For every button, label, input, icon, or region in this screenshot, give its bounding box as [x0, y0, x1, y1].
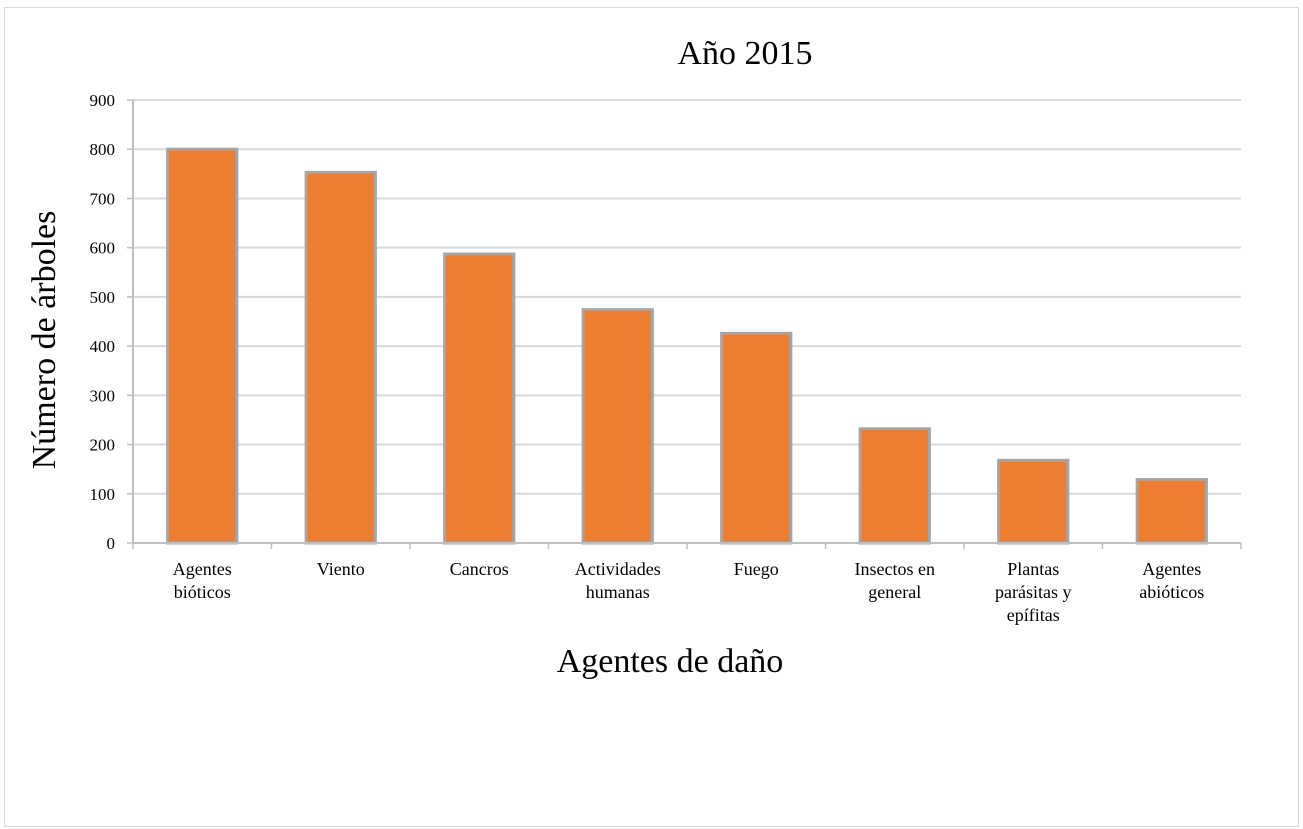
- x-category-label: Insectos en general: [855, 559, 935, 602]
- y-tick-label: 800: [90, 140, 116, 159]
- y-tick-label: 300: [90, 386, 116, 405]
- x-category-label: Plantas parásitas y epífitas: [995, 559, 1071, 625]
- x-category-label-line: epífitas: [1007, 605, 1060, 625]
- y-tick-label: 600: [90, 239, 116, 258]
- y-tick-label: 0: [107, 534, 116, 553]
- y-tick-label: 500: [90, 288, 116, 307]
- bar: [1135, 478, 1208, 545]
- bar: [443, 252, 516, 545]
- x-category-label: Agentes bióticos: [173, 559, 232, 602]
- x-category-label-line: abióticos: [1139, 582, 1204, 602]
- bar: [166, 147, 239, 545]
- bar: [581, 308, 654, 545]
- x-category-label-line: Fuego: [734, 559, 779, 579]
- y-axis-title: Número de árboles: [26, 211, 63, 470]
- x-category-label: Agentes abióticos: [1139, 559, 1204, 602]
- x-category-label-line: Viento: [317, 559, 365, 579]
- x-category-label: Cancros: [450, 559, 509, 579]
- x-category-label: Fuego: [734, 559, 779, 579]
- y-tick-label: 900: [90, 91, 116, 110]
- x-category-label-line: Agentes: [173, 559, 232, 579]
- bar: [304, 170, 377, 545]
- x-category-label-line: Plantas: [1007, 559, 1059, 579]
- x-category-label-line: parásitas y: [995, 582, 1071, 602]
- y-tick-label: 200: [90, 436, 116, 455]
- x-category-label-line: humanas: [586, 582, 650, 602]
- y-tick-label: 100: [90, 485, 116, 504]
- x-axis-title: Agentes de daño: [557, 643, 784, 680]
- bar: [858, 427, 931, 545]
- x-category-label-line: Cancros: [450, 559, 509, 579]
- y-tick-label: 400: [90, 337, 116, 356]
- chart-title: Año 2015: [677, 35, 812, 72]
- x-category-labels: Agentes bióticos Viento Cancros Actividades h…: [173, 559, 1204, 625]
- axes: [127, 99, 1242, 549]
- x-category-label: Actividades humanas: [575, 559, 661, 602]
- gridlines: [133, 99, 1241, 495]
- x-category-label-line: bióticos: [174, 582, 231, 602]
- x-category-label-line: Agentes: [1142, 559, 1201, 579]
- x-category-label: Viento: [317, 559, 365, 579]
- bar: [720, 331, 793, 545]
- bar: [997, 458, 1070, 545]
- y-tick-label: 700: [90, 189, 116, 208]
- x-category-label-line: general: [868, 582, 921, 602]
- y-tick-labels: 0 100 200 300 400 500 600 700 800 900: [90, 91, 116, 553]
- x-category-label-line: Insectos en: [855, 559, 935, 579]
- x-category-label-line: Actividades: [575, 559, 661, 579]
- bars: [166, 147, 1208, 545]
